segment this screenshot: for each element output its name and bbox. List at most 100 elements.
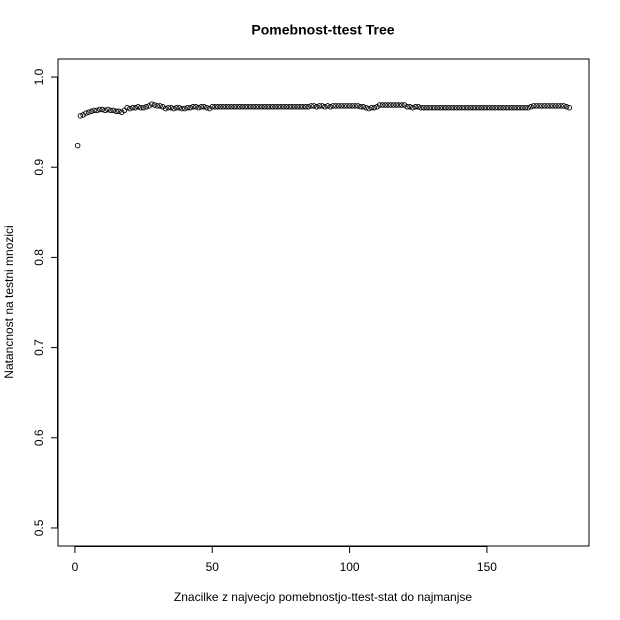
point bbox=[253, 104, 259, 110]
point bbox=[484, 104, 490, 111]
point bbox=[451, 104, 457, 111]
point bbox=[129, 104, 136, 111]
x-axis-label: Znacilke z najvecjo pomebnostjo-ttest-st… bbox=[174, 590, 472, 604]
point bbox=[536, 103, 542, 109]
point bbox=[431, 104, 438, 111]
point bbox=[143, 104, 150, 110]
point bbox=[302, 104, 309, 110]
point bbox=[138, 104, 144, 111]
point bbox=[77, 113, 84, 119]
point bbox=[539, 103, 545, 109]
point bbox=[379, 102, 386, 108]
point bbox=[113, 108, 119, 115]
point bbox=[96, 106, 103, 113]
point bbox=[558, 103, 564, 109]
point bbox=[478, 104, 485, 111]
point bbox=[500, 104, 507, 111]
point bbox=[497, 104, 504, 111]
point bbox=[453, 104, 460, 111]
point bbox=[176, 104, 183, 111]
point bbox=[245, 104, 251, 110]
point bbox=[423, 104, 430, 111]
point bbox=[256, 104, 262, 110]
point bbox=[563, 104, 570, 110]
y-tick-label: 0.8 bbox=[32, 249, 46, 266]
point bbox=[217, 104, 224, 110]
point bbox=[91, 107, 97, 114]
point bbox=[519, 104, 526, 111]
point bbox=[371, 104, 378, 111]
point bbox=[448, 104, 454, 111]
point bbox=[517, 104, 523, 111]
chart-title: Pomebnost-ttest Tree bbox=[251, 22, 394, 38]
point bbox=[242, 104, 248, 110]
point bbox=[385, 102, 391, 108]
point bbox=[415, 104, 422, 110]
x-tick-label: 0 bbox=[72, 560, 79, 574]
point bbox=[182, 105, 188, 112]
point bbox=[344, 103, 350, 109]
point bbox=[481, 104, 487, 111]
point bbox=[333, 103, 339, 109]
point bbox=[195, 104, 202, 111]
point bbox=[421, 104, 427, 111]
point bbox=[83, 110, 89, 116]
point bbox=[289, 104, 295, 110]
point bbox=[324, 103, 331, 109]
point bbox=[209, 104, 216, 110]
point bbox=[360, 104, 367, 110]
point bbox=[464, 104, 471, 111]
point bbox=[300, 104, 306, 110]
point bbox=[530, 103, 537, 109]
point bbox=[544, 103, 551, 109]
point bbox=[467, 104, 474, 111]
point bbox=[179, 105, 185, 112]
point bbox=[220, 104, 226, 110]
point bbox=[486, 104, 493, 111]
point bbox=[368, 104, 375, 111]
x-tick-label: 150 bbox=[477, 560, 497, 574]
point bbox=[190, 104, 196, 110]
y-tick-label: 0.9 bbox=[32, 159, 46, 176]
point bbox=[88, 108, 95, 115]
point bbox=[157, 103, 163, 109]
point bbox=[489, 104, 496, 111]
point bbox=[341, 103, 347, 109]
point bbox=[116, 108, 122, 115]
point bbox=[399, 102, 405, 108]
point bbox=[74, 142, 81, 149]
point bbox=[173, 104, 180, 111]
point bbox=[555, 103, 562, 109]
point bbox=[410, 104, 416, 111]
point bbox=[135, 104, 141, 110]
y-axis-label: Natancnost na testni mnozici bbox=[2, 225, 16, 378]
x-tick-label: 50 bbox=[206, 560, 220, 574]
point bbox=[215, 104, 221, 110]
point bbox=[550, 103, 556, 109]
point bbox=[445, 104, 452, 111]
point bbox=[110, 107, 117, 114]
point bbox=[492, 104, 498, 111]
point bbox=[286, 104, 292, 110]
point bbox=[522, 104, 529, 111]
point bbox=[319, 103, 325, 109]
point bbox=[85, 109, 92, 115]
point bbox=[495, 104, 501, 111]
point bbox=[426, 104, 432, 111]
point bbox=[382, 102, 389, 108]
point bbox=[269, 104, 276, 110]
point bbox=[335, 103, 342, 109]
point bbox=[541, 103, 548, 109]
point bbox=[151, 102, 158, 108]
point bbox=[440, 104, 446, 111]
point bbox=[547, 103, 553, 109]
point bbox=[278, 104, 284, 110]
point bbox=[366, 105, 372, 112]
point bbox=[396, 102, 402, 108]
point bbox=[407, 104, 413, 110]
point bbox=[168, 104, 174, 111]
point bbox=[99, 106, 106, 113]
point bbox=[528, 104, 534, 110]
point bbox=[511, 104, 518, 111]
